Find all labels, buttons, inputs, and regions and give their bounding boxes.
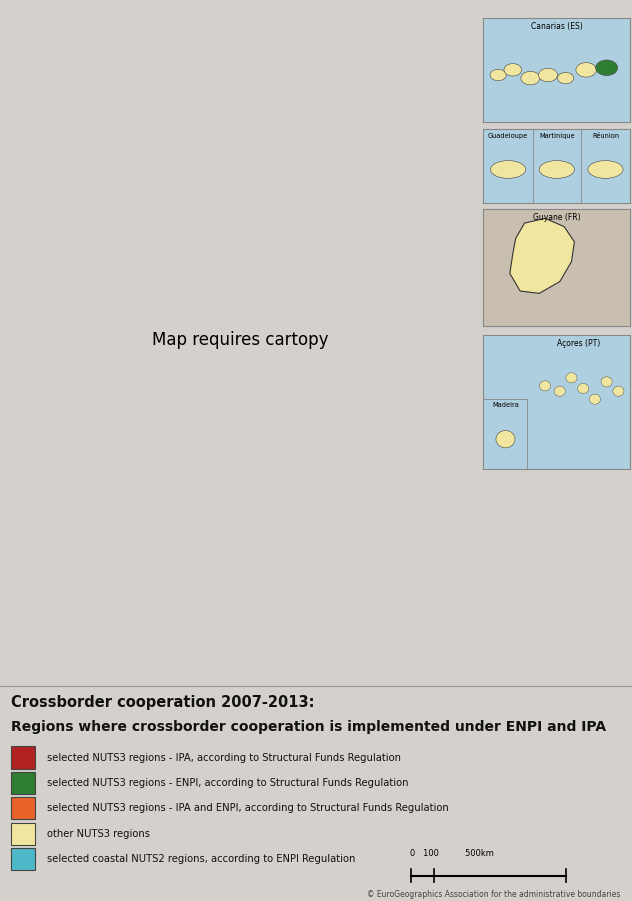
Text: selected NUTS3 regions - ENPI, according to Structural Funds Regulation: selected NUTS3 regions - ENPI, according… <box>47 778 409 787</box>
Text: Canarias (ES): Canarias (ES) <box>531 23 583 32</box>
Text: Guyane (FR): Guyane (FR) <box>533 213 581 222</box>
Text: Map requires cartopy: Map requires cartopy <box>152 332 329 349</box>
Circle shape <box>521 71 540 85</box>
Bar <box>483 399 528 469</box>
Circle shape <box>496 431 515 448</box>
Circle shape <box>490 69 506 81</box>
Circle shape <box>504 64 521 76</box>
Text: selected NUTS3 regions - IPA, according to Structural Funds Regulation: selected NUTS3 regions - IPA, according … <box>47 752 401 762</box>
Bar <box>11 848 35 870</box>
Bar <box>11 746 35 769</box>
Text: selected NUTS3 regions - IPA and ENPI, according to Structural Funds Regulation: selected NUTS3 regions - IPA and ENPI, a… <box>47 804 449 814</box>
Bar <box>11 823 35 845</box>
Circle shape <box>539 160 574 178</box>
Bar <box>11 797 35 819</box>
Circle shape <box>540 381 550 391</box>
Circle shape <box>590 394 600 405</box>
Circle shape <box>557 72 574 84</box>
Circle shape <box>595 60 617 76</box>
Bar <box>11 772 35 794</box>
Circle shape <box>578 384 589 394</box>
Circle shape <box>601 377 612 387</box>
Text: other NUTS3 regions: other NUTS3 regions <box>47 829 150 839</box>
Text: Réunion: Réunion <box>592 132 619 139</box>
Circle shape <box>538 68 557 82</box>
Text: selected coastal NUTS2 regions, according to ENPI Regulation: selected coastal NUTS2 regions, accordin… <box>47 854 356 864</box>
Text: Martinique: Martinique <box>539 132 574 139</box>
Circle shape <box>588 160 623 178</box>
Polygon shape <box>510 218 574 294</box>
Text: Regions where crossborder cooperation is implemented under ENPI and IPA: Regions where crossborder cooperation is… <box>11 720 607 734</box>
Circle shape <box>613 387 624 396</box>
Text: Madeira: Madeira <box>492 402 519 408</box>
Text: Crossborder cooperation 2007-2013:: Crossborder cooperation 2007-2013: <box>11 695 315 710</box>
Text: Açores (PT): Açores (PT) <box>557 339 600 348</box>
Circle shape <box>576 62 597 77</box>
Text: Guadeloupe: Guadeloupe <box>488 132 528 139</box>
Circle shape <box>566 373 577 383</box>
Circle shape <box>554 387 565 396</box>
Circle shape <box>490 160 526 178</box>
Text: © EuroGeographics Association for the administrative boundaries: © EuroGeographics Association for the ad… <box>367 890 621 899</box>
Text: 0   100          500km: 0 100 500km <box>410 849 494 858</box>
